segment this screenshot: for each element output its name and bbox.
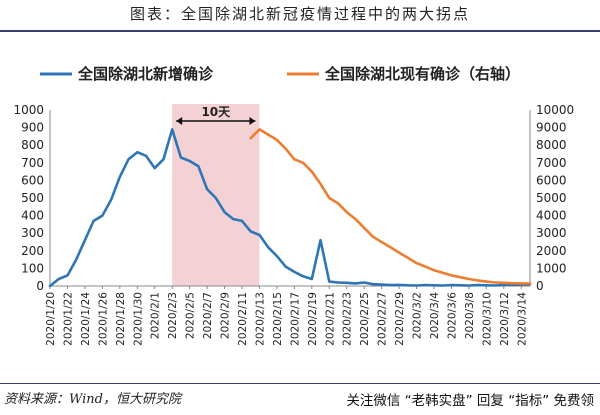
y-right-tick-label: 6000 <box>536 173 567 187</box>
x-tick-label: 2020/2/3 <box>167 292 179 339</box>
y-left-tick-label: 200 <box>21 244 44 258</box>
figure-title: 图表：全国除湖北新冠疫情过程中的两大拐点 <box>129 5 470 23</box>
y-right-tick-label: 9000 <box>536 121 567 135</box>
y-left-tick-label: 400 <box>21 209 44 223</box>
x-tick-label: 2020/3/4 <box>429 292 441 339</box>
y-right-tick-label: 2000 <box>536 244 567 258</box>
series-line-new-cases <box>48 128 532 288</box>
x-tick-label: 2020/3/10 <box>481 292 493 346</box>
x-tick-label: 2020/2/7 <box>202 292 214 339</box>
x-tick-label: 2020/1/28 <box>115 292 127 346</box>
y-right-tick-label: 4000 <box>536 209 567 223</box>
y-left-tick-label: 0 <box>36 279 44 293</box>
shaded-region <box>172 104 260 286</box>
x-tick-label: 2020/3/12 <box>499 292 511 346</box>
series-line-existing-cases <box>249 128 532 285</box>
y-left-tick-label: 700 <box>21 156 44 170</box>
x-tick-label: 2020/3/14 <box>516 292 528 346</box>
x-tick-label: 2020/2/17 <box>289 292 301 346</box>
y-left-tick-label: 900 <box>21 121 44 135</box>
y-left-tick-label: 600 <box>21 173 44 187</box>
title-rule <box>0 30 600 32</box>
x-tick-label: 2020/2/15 <box>272 292 284 346</box>
x-tick-label: 2020/2/13 <box>254 292 266 346</box>
y-left-tick-label: 100 <box>21 261 44 275</box>
x-tick-label: 2020/1/22 <box>62 292 74 346</box>
x-tick-label: 2020/3/2 <box>412 292 424 339</box>
x-tick-label: 2020/1/20 <box>45 292 57 346</box>
x-tick-label: 2020/3/6 <box>446 292 458 339</box>
promo-banner: 关注微信 “老韩实盘” 回复 “指标” 免费领 <box>340 388 600 415</box>
legend-label: 全国除湖北现有确诊（右轴） <box>324 65 520 83</box>
annotation-label: 10天 <box>201 105 231 119</box>
legend-label: 全国除湖北新增确诊 <box>77 65 214 83</box>
y-left-tick-label: 800 <box>21 138 44 152</box>
x-tick-label: 2020/2/1 <box>150 292 162 339</box>
y-right-tick-label: 5000 <box>536 191 567 205</box>
y-right-tick-label: 8000 <box>536 138 567 152</box>
x-tick-label: 2020/2/23 <box>342 292 354 346</box>
y-right-tick-label: 0 <box>536 279 544 293</box>
x-tick-label: 2020/2/5 <box>185 292 197 339</box>
x-tick-label: 2020/2/25 <box>359 292 371 346</box>
x-tick-label: 2020/1/26 <box>97 292 109 346</box>
source-note: 资料来源：Wind，恒大研究院 <box>4 392 181 407</box>
annotation-arrowhead-right <box>249 117 256 125</box>
dual-axis-line-chart: 0100200300400500600700800900100001000200… <box>13 65 574 346</box>
x-tick-label: 2020/2/9 <box>220 292 232 339</box>
x-tick-label: 2020/2/29 <box>394 292 406 346</box>
x-tick-label: 2020/1/30 <box>132 292 144 346</box>
x-tick-label: 2020/2/19 <box>307 292 319 346</box>
x-tick-label: 2020/1/24 <box>80 292 92 346</box>
y-right-tick-label: 3000 <box>536 226 567 240</box>
y-right-tick-label: 7000 <box>536 156 567 170</box>
x-tick-label: 2020/2/21 <box>324 292 336 346</box>
y-left-tick-label: 300 <box>21 226 44 240</box>
y-right-tick-label: 1000 <box>536 261 567 275</box>
y-left-tick-label: 1000 <box>13 103 44 117</box>
x-tick-label: 2020/2/27 <box>377 292 389 346</box>
footer-rule <box>0 383 600 384</box>
x-tick-label: 2020/3/8 <box>464 292 476 339</box>
y-right-tick-label: 10000 <box>536 103 574 117</box>
annotation-arrowhead-left <box>176 117 183 125</box>
x-tick-label: 2020/2/11 <box>237 292 249 346</box>
y-left-tick-label: 500 <box>21 191 44 205</box>
